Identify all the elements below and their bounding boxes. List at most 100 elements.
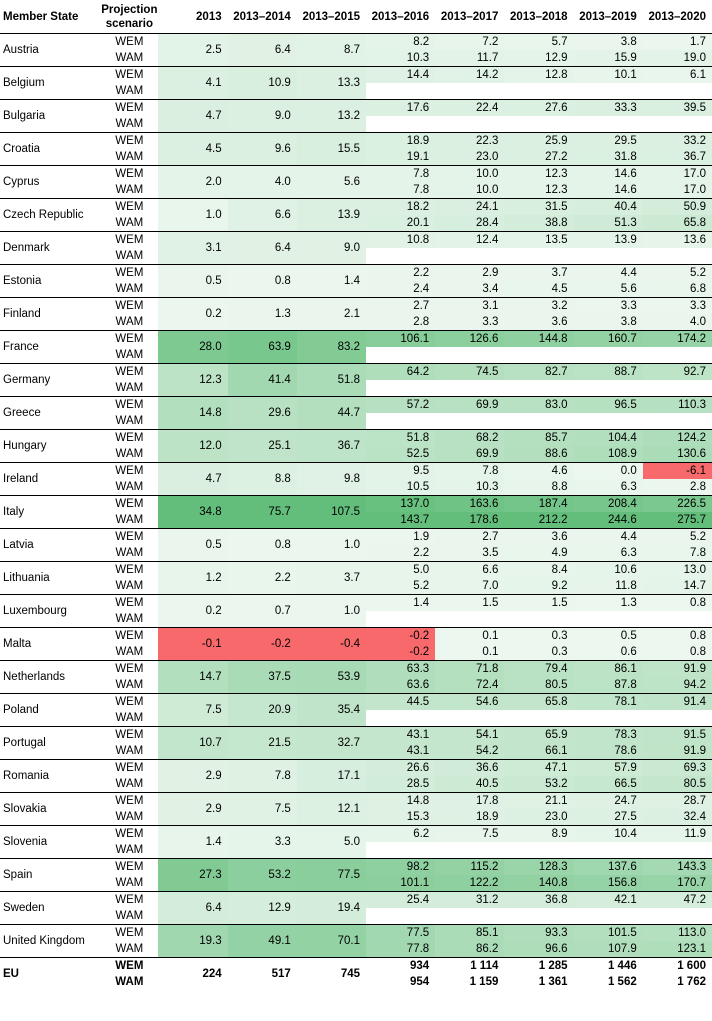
member-state-cell: Croatia <box>0 132 101 166</box>
member-state-cell: Portugal <box>0 726 101 760</box>
table-row: Hungary WEM 12.0 25.1 36.7 51.8 68.2 85.7 104.4 1… <box>0 429 712 463</box>
value-cell: 2.4 <box>366 281 436 298</box>
scenario-cell: WEM <box>100 264 159 281</box>
value-cell: 3.3 <box>573 297 643 314</box>
value-cell: 143.7 <box>366 512 436 529</box>
value-cell: 36.6 <box>435 759 505 776</box>
value-cell: 82.7 <box>504 363 574 380</box>
scenario-cell: WEM <box>100 924 159 941</box>
table-row: WAM <box>0 710 712 727</box>
value-cell: 9.6 <box>227 132 297 166</box>
table-row: EU WEM 224 517 745 934 1 114 1 285 1 446 1 600 <box>0 957 712 990</box>
value-cell: 7.8 <box>366 182 436 199</box>
table-row: Lithuania WEM 1.2 2.2 3.7 5.0 6.6 8.4 10.6 13.0 <box>0 561 712 595</box>
value-cell: 33.3 <box>573 99 643 116</box>
value-cell: 80.5 <box>642 776 712 793</box>
value-cell: 17.1 <box>296 759 366 793</box>
table-row: Malta WEM -0.1 -0.2 -0.4 -0.2 0.1 0.3 0.5 0.8 <box>0 627 712 661</box>
value-cell <box>574 347 643 364</box>
period-header: 2013–2020 <box>648 10 706 23</box>
value-cell <box>366 908 435 925</box>
value-cell: 12.0 <box>158 429 228 463</box>
value-cell: 4.7 <box>158 462 228 496</box>
scenario-cell: WAM <box>115 910 144 922</box>
value-cell: 36.7 <box>296 429 366 463</box>
scenario-cell: WEM <box>100 792 159 809</box>
scenario-cell: WAM <box>115 151 144 163</box>
table-row: Poland WEM 7.5 20.9 35.4 44.5 54.6 65.8 78.1 91.4 <box>0 693 712 727</box>
value-cell: 33.2 <box>642 132 712 149</box>
value-cell: 53.2 <box>227 858 297 892</box>
value-cell: 1 762 <box>677 976 706 988</box>
value-cell: 15.5 <box>296 132 366 166</box>
value-cell: 115.2 <box>435 858 505 875</box>
value-cell: 51.8 <box>366 429 436 446</box>
value-cell: 77.5 <box>366 924 436 941</box>
value-cell <box>504 842 573 859</box>
value-cell: 3.8 <box>573 33 643 50</box>
value-cell: 0.2 <box>158 297 228 331</box>
value-cell: 13.9 <box>296 198 366 232</box>
member-state-cell: Czech Republic <box>0 198 101 232</box>
scenario-cell: WAM <box>115 613 144 625</box>
value-cell: 54.6 <box>435 693 505 710</box>
value-cell: 17.6 <box>366 99 436 116</box>
value-cell: 14.4 <box>366 66 436 83</box>
value-cell <box>574 380 643 397</box>
scenario-cell: WAM <box>115 283 144 295</box>
value-cell <box>366 380 435 397</box>
table-row: Greece WEM 14.8 29.6 44.7 57.2 69.9 83.0 96.5 110… <box>0 396 712 430</box>
value-cell: 4.7 <box>158 99 228 133</box>
period-header: 2013 <box>196 10 222 23</box>
value-cell: 8.8 <box>227 462 297 496</box>
table-row: Italy WEM 34.8 75.7 107.5 137.0 163.6 187.4 208.… <box>0 495 712 529</box>
table-row: United Kingdom WEM 19.3 49.1 70.1 77.5 85.1 93.… <box>0 924 712 958</box>
value-cell: 934 <box>366 957 436 974</box>
value-cell: 1 361 <box>538 976 568 988</box>
value-cell: 6.8 <box>642 281 712 298</box>
scenario-cell: WEM <box>100 858 159 875</box>
value-cell: 72.4 <box>435 677 505 694</box>
value-cell: 14.7 <box>158 660 228 694</box>
value-cell: 2.9 <box>158 792 228 826</box>
value-cell: 1.3 <box>227 297 297 331</box>
value-cell: 65.9 <box>504 726 574 743</box>
value-cell: 91.9 <box>642 743 712 760</box>
scenario-cell: WEM <box>100 693 159 710</box>
value-cell <box>435 611 504 628</box>
table-row: WAM 2.2 3.5 4.9 6.3 7.8 <box>0 545 712 562</box>
value-cell <box>643 710 712 727</box>
value-cell: 65.8 <box>642 215 712 232</box>
value-cell: 28.7 <box>642 792 712 809</box>
value-cell: 12.9 <box>504 50 574 67</box>
scenario-cell: WAM <box>115 547 144 559</box>
value-cell: 12.4 <box>435 231 505 248</box>
scenario-cell: WEM <box>100 231 159 248</box>
value-cell: 0.8 <box>642 594 712 611</box>
value-cell <box>504 413 573 430</box>
table-row: Cyprus WEM 2.0 4.0 5.6 7.8 10.0 12.3 14.6 17.0 <box>0 165 712 199</box>
value-cell <box>643 611 712 628</box>
value-cell: 10.9 <box>227 66 297 100</box>
value-cell: -0.4 <box>296 627 366 661</box>
value-cell: 12.9 <box>227 891 297 925</box>
value-cell: 187.4 <box>504 495 574 512</box>
value-cell: 38.8 <box>504 215 574 232</box>
value-cell: 17.0 <box>642 182 712 199</box>
value-cell: 15.3 <box>366 809 436 826</box>
value-cell: 13.3 <box>296 66 366 100</box>
value-cell: 5.2 <box>642 528 712 545</box>
value-cell: 6.4 <box>158 891 228 925</box>
value-cell: 19.3 <box>158 924 228 958</box>
value-cell: 31.2 <box>435 891 505 908</box>
value-cell: 101.5 <box>573 924 643 941</box>
value-cell: 0.1 <box>435 644 505 661</box>
header-row: Member State Projection scenario 2013 20… <box>0 0 712 34</box>
scenario-cell: WAM <box>115 85 144 97</box>
table-row: WAM 20.1 28.4 38.8 51.3 65.8 <box>0 215 712 232</box>
value-cell: 79.4 <box>504 660 574 677</box>
value-cell: 1.3 <box>573 594 643 611</box>
value-cell: 36.8 <box>504 891 574 908</box>
table-row: WAM <box>0 611 712 628</box>
value-cell: 43.1 <box>366 743 436 760</box>
